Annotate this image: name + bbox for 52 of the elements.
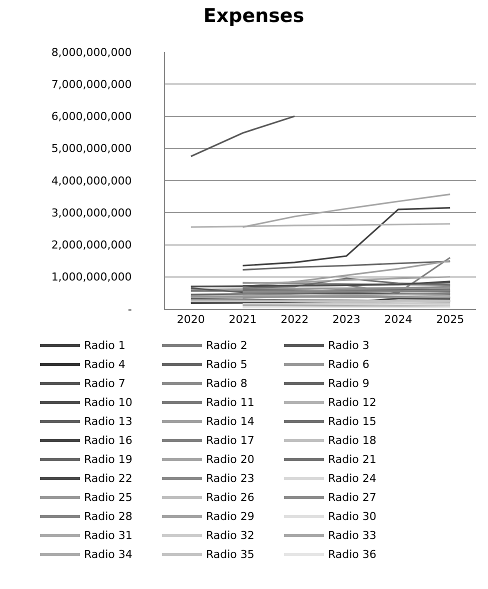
legend-label: Radio 10 xyxy=(84,396,132,409)
y-tick-label: - xyxy=(128,302,132,316)
legend-label: Radio 3 xyxy=(328,339,370,352)
y-tick-label: 8,000,000,000 xyxy=(51,46,132,59)
x-tick-label: 2023 xyxy=(332,313,360,326)
legend-label: Radio 6 xyxy=(328,358,370,371)
legend-label: Radio 24 xyxy=(328,472,376,485)
x-tick-label: 2022 xyxy=(280,313,309,326)
y-tick-label: 1,000,000,000 xyxy=(51,270,132,284)
legend-label: Radio 1 xyxy=(84,339,126,352)
legend-label: Radio 36 xyxy=(328,548,376,561)
y-tick-label: 5,000,000,000 xyxy=(51,142,132,156)
legend-label: Radio 7 xyxy=(84,377,126,390)
legend-label: Radio 29 xyxy=(206,510,254,523)
legend-label: Radio 33 xyxy=(328,529,376,542)
x-tick-label: 2025 xyxy=(436,313,464,326)
legend-label: Radio 4 xyxy=(84,358,126,371)
x-tick-label: 2021 xyxy=(228,313,257,326)
legend-label: Radio 31 xyxy=(84,529,132,542)
y-tick-label: 3,000,000,000 xyxy=(51,206,132,220)
legend-label: Radio 35 xyxy=(206,548,254,561)
legend-label: Radio 21 xyxy=(328,453,376,466)
legend-label: Radio 28 xyxy=(84,510,132,523)
legend-label: Radio 34 xyxy=(84,548,132,561)
legend-label: Radio 13 xyxy=(84,415,132,428)
legend-label: Radio 14 xyxy=(206,415,254,428)
y-tick-label: 2,000,000,000 xyxy=(51,238,132,252)
legend-label: Radio 26 xyxy=(206,491,254,504)
legend-label: Radio 9 xyxy=(328,377,370,390)
y-tick-label: 7,000,000,000 xyxy=(51,78,132,91)
legend-label: Radio 30 xyxy=(328,510,376,523)
chart-title: Expenses xyxy=(203,5,304,28)
x-tick-label: 2024 xyxy=(384,313,412,326)
legend-label: Radio 27 xyxy=(328,491,376,504)
legend-label: Radio 2 xyxy=(206,339,248,352)
legend-label: Radio 23 xyxy=(206,472,254,485)
legend-label: Radio 11 xyxy=(206,396,254,409)
legend-label: Radio 17 xyxy=(206,434,254,447)
legend-label: Radio 32 xyxy=(206,529,254,542)
legend-label: Radio 15 xyxy=(328,415,376,428)
legend-label: Radio 8 xyxy=(206,377,248,390)
legend-label: Radio 18 xyxy=(328,434,376,447)
y-tick-label: 6,000,000,000 xyxy=(51,110,132,124)
x-tick-label: 2020 xyxy=(176,313,205,326)
legend-label: Radio 19 xyxy=(84,453,132,466)
legend-label: Radio 25 xyxy=(84,491,132,504)
legend-label: Radio 20 xyxy=(206,453,254,466)
legend-label: Radio 12 xyxy=(328,396,376,409)
legend-label: Radio 16 xyxy=(84,434,132,447)
legend-label: Radio 5 xyxy=(206,358,248,371)
y-tick-label: 4,000,000,000 xyxy=(51,174,132,188)
legend-label: Radio 22 xyxy=(84,472,132,485)
